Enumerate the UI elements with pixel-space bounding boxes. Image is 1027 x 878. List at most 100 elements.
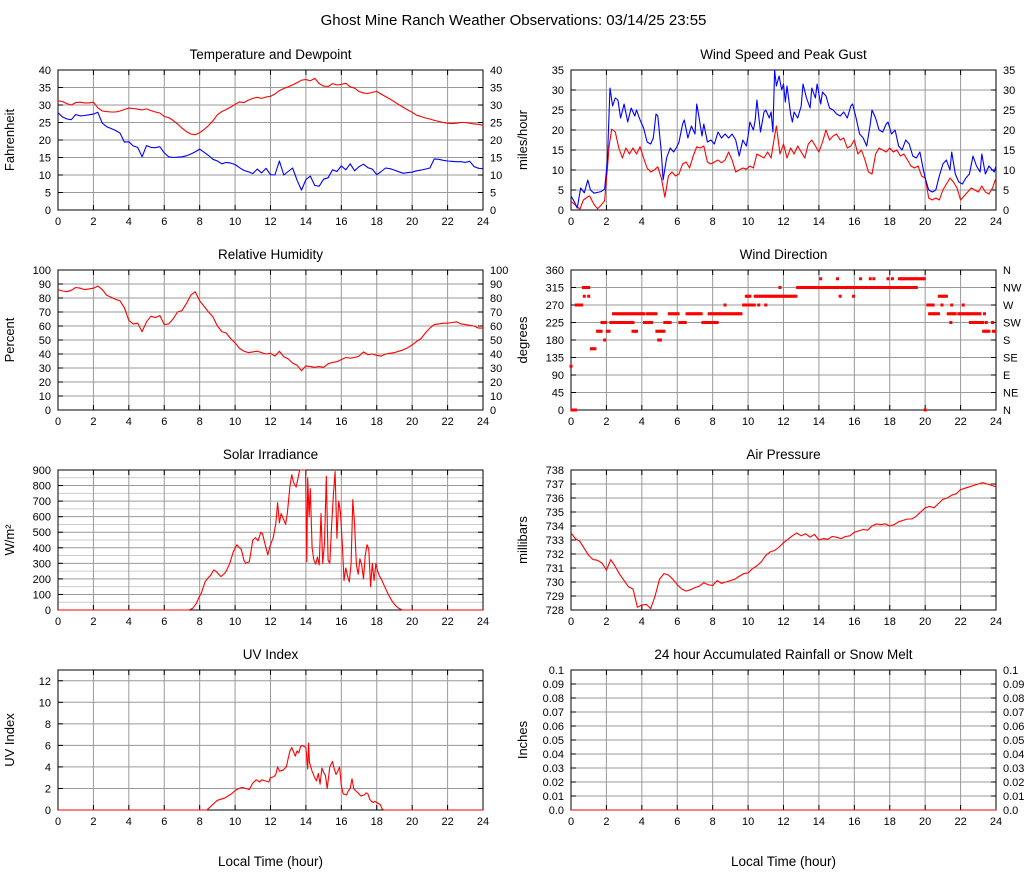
wind-direction-point — [655, 329, 659, 333]
wind-direction-point — [785, 294, 789, 298]
x-tick-label: 24 — [990, 816, 1002, 828]
wind-direction-point — [767, 294, 771, 298]
wind-direction-point — [716, 312, 720, 316]
wind-direction-point — [721, 312, 725, 316]
y-tick-label: 0 — [45, 605, 51, 617]
y-tick-label: 10 — [39, 697, 51, 709]
y-tick-label: 0 — [45, 205, 51, 217]
y-tick-label: 600 — [33, 512, 51, 524]
x-tick-label: 16 — [335, 816, 347, 828]
y-tick-label-right: 40 — [490, 65, 502, 77]
wind-direction-point — [922, 277, 926, 281]
y-tick-label: 5 — [45, 188, 51, 200]
y-tick-label: 35 — [552, 65, 564, 77]
humidity-series — [57, 285, 483, 372]
wind-direction-point — [665, 321, 669, 324]
wind-direction-point — [580, 303, 584, 307]
x-tick-label: 12 — [777, 616, 789, 628]
y-tick-label: 736 — [546, 493, 564, 505]
wind-direction-point — [911, 286, 915, 289]
x-tick-label: 20 — [406, 616, 418, 628]
y-axis-label: UV Index — [2, 713, 17, 767]
x-tick-label: 20 — [919, 816, 931, 828]
plot-frame — [57, 669, 484, 811]
x-tick-label: 6 — [674, 216, 680, 228]
wind-direction-point — [984, 321, 988, 324]
wind-direction-point — [991, 329, 995, 333]
wind-direction-point — [699, 312, 703, 316]
wind-direction-point — [926, 303, 930, 307]
wind-direction-point — [870, 286, 874, 289]
wind-direction-point — [596, 329, 600, 333]
x-tick-label: 2 — [90, 616, 96, 628]
y-tick-label-right: 40 — [490, 349, 502, 361]
y-tick-label-right: S — [1003, 335, 1010, 347]
x-tick-label: 18 — [884, 416, 896, 428]
wind-direction-point — [650, 312, 654, 316]
wind-direction-point — [806, 286, 810, 289]
y-tick-label: 225 — [546, 318, 564, 330]
wind-direction-point — [967, 312, 971, 316]
wind-direction-point — [645, 312, 649, 316]
wind-direction-point — [943, 294, 947, 298]
wind-direction-point — [758, 294, 762, 298]
y-tick-label: 0.0 — [549, 805, 564, 817]
wind-direction-point — [912, 277, 916, 281]
x-tick-label: 14 — [813, 216, 825, 228]
y-tick-label: 729 — [546, 591, 564, 603]
x-tick-label: 16 — [848, 216, 860, 228]
x-tick-label: 18 — [371, 216, 383, 228]
wind-direction-point — [582, 294, 586, 298]
wind-direction-point — [776, 294, 780, 298]
x-tick-label: 20 — [919, 216, 931, 228]
x-tick-label: 18 — [371, 616, 383, 628]
x-tick-label: 6 — [161, 216, 167, 228]
x-tick-label: 16 — [335, 416, 347, 428]
wind-direction-point — [713, 321, 717, 324]
wind-direction-point — [631, 321, 635, 324]
chart-wind-speed-gust: 0 0 5 5 10 10 15 15 20 20 25 25 30 30 35 35 0 2 4 6 8 10 12 14 1… — [513, 46, 1027, 246]
y-tick-label: 360 — [546, 265, 564, 277]
y-tick-label: 135 — [546, 353, 564, 365]
x-tick-label: 12 — [264, 816, 276, 828]
x-tick-label: 2 — [603, 216, 609, 228]
x-tick-label: 14 — [300, 616, 312, 628]
wind-direction-point — [819, 286, 823, 289]
x-tick-label: 12 — [264, 616, 276, 628]
wind-direction-point — [893, 286, 897, 289]
wind-direction-point — [615, 312, 619, 316]
wind-direction-point — [660, 329, 664, 333]
plot-frame — [570, 69, 997, 211]
y-tick-label-right: 0 — [490, 405, 496, 417]
wind-direction-point — [975, 321, 979, 324]
wind-direction-point — [647, 312, 651, 316]
wind-direction-point — [868, 277, 872, 281]
y-tick-label: 728 — [546, 605, 564, 617]
x-tick-label: 12 — [777, 416, 789, 428]
wind-direction-point — [745, 303, 749, 307]
y-tick-label: 732 — [546, 549, 564, 561]
wind-direction-point — [652, 312, 656, 316]
x-tick-label: 24 — [990, 416, 1002, 428]
y-tick-label-right: 20 — [490, 377, 502, 389]
y-tick-label: 700 — [33, 496, 51, 508]
x-tick-label: 24 — [477, 416, 489, 428]
y-tick-label: 738 — [546, 465, 564, 477]
y-tick-label: 400 — [33, 543, 51, 555]
wind-direction-point — [975, 312, 979, 316]
wind-direction-point — [687, 312, 691, 316]
wind-direction-point — [872, 286, 876, 289]
wind-direction-point — [829, 286, 833, 289]
wind-direction-point — [697, 312, 701, 316]
y-tick-label: 500 — [33, 527, 51, 539]
x-tick-label: 2 — [90, 816, 96, 828]
y-tick-label: 8 — [45, 719, 51, 731]
wind-direction-point — [735, 312, 739, 316]
x-tick-label: 12 — [777, 216, 789, 228]
wind-direction-point — [888, 286, 892, 289]
wind-direction-point — [771, 294, 775, 298]
wind-direction-point — [773, 294, 777, 298]
wind-direction-point — [783, 294, 787, 298]
